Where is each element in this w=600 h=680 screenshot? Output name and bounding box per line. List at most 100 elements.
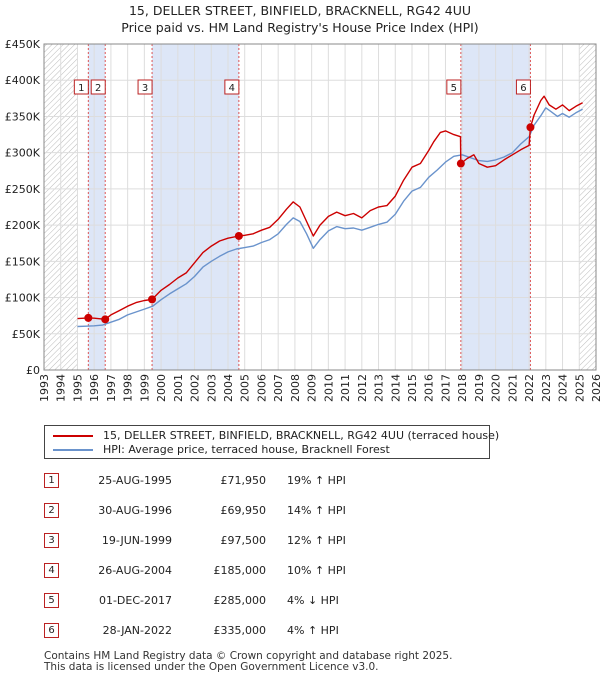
row-price: £97,500	[220, 534, 267, 547]
y-tick-label: £200K	[5, 219, 41, 232]
footer-line1: Contains HM Land Registry data © Crown c…	[44, 650, 453, 662]
sale-number-label: 2	[95, 83, 101, 94]
x-tick-label: 2011	[339, 374, 352, 402]
shaded-period	[88, 44, 106, 370]
chart-title-line1: 15, DELLER STREET, BINFIELD, BRACKNELL, …	[128, 3, 472, 18]
legend-label-hpi: HPI: Average price, terraced house, Brac…	[103, 443, 390, 456]
sale-number-box	[515, 79, 531, 95]
y-tick-label: £150K	[5, 255, 41, 268]
sale-number-label: 4	[229, 83, 235, 94]
row-number-badge: 6	[44, 623, 59, 638]
table-row: 3 19-JUN-1999 £97,500 12% ↑ HPI	[44, 532, 444, 550]
row-date: 01-DEC-2017	[98, 594, 172, 607]
sale-number-box	[137, 79, 153, 95]
legend-label-price: 15, DELLER STREET, BINFIELD, BRACKNELL, …	[103, 429, 500, 442]
x-tick-label: 2007	[272, 374, 285, 402]
row-price: £69,950	[220, 504, 267, 517]
row-price: £285,000	[213, 594, 267, 607]
row-date: 30-AUG-1996	[98, 504, 172, 517]
x-tick-label: 1999	[138, 374, 151, 402]
sale-point	[148, 295, 157, 304]
row-hpi: 12% ↑ HPI	[287, 534, 346, 547]
x-tick-label: 2005	[239, 374, 252, 402]
row-price: £185,000	[213, 564, 267, 577]
legend-item-price: 15, DELLER STREET, BINFIELD, BRACKNELL, …	[53, 429, 499, 443]
sale-point	[101, 315, 110, 324]
legend: 15, DELLER STREET, BINFIELD, BRACKNELL, …	[44, 425, 499, 459]
row-number-badge: 2	[44, 503, 59, 518]
x-tick-label: 2026	[590, 374, 600, 402]
y-tick-label: £350K	[5, 110, 41, 123]
x-tick-label: 2024	[557, 374, 570, 402]
row-number-badge: 1	[44, 473, 59, 488]
sale-number-box	[73, 79, 89, 95]
x-tick-label: 2023	[540, 374, 553, 402]
footer-line2: This data is licensed under the Open Gov…	[44, 661, 379, 673]
sale-number-label: 6	[520, 83, 526, 94]
hpi-line	[77, 107, 583, 328]
x-tick-label: 2012	[356, 374, 369, 402]
x-tick-label: 2010	[322, 374, 335, 402]
sale-point	[84, 313, 93, 322]
plot-frame	[43, 43, 597, 371]
row-hpi: 10% ↑ HPI	[287, 564, 346, 577]
table-row: 5 01-DEC-2017 £285,000 4% ↓ HPI	[44, 592, 444, 610]
row-price: £71,950	[220, 474, 267, 487]
table-row: 4 26-AUG-2004 £185,000 10% ↑ HPI	[44, 562, 444, 580]
x-tick-label: 2002	[189, 374, 202, 402]
x-tick-label: 2014	[389, 374, 402, 402]
footer: Contains HM Land Registry data © Crown c…	[44, 651, 452, 673]
x-tick-label: 1995	[71, 374, 84, 402]
sale-number-box	[90, 79, 106, 95]
hatched-period	[579, 44, 596, 370]
x-tick-label: 2016	[423, 374, 436, 402]
x-tick-label: 2020	[490, 374, 503, 402]
axes	[43, 43, 597, 371]
y-tick-label: £400K	[5, 74, 41, 87]
y-tick-label: £100K	[5, 292, 41, 305]
x-tick-label: 2003	[205, 374, 218, 402]
x-tick-label: 2001	[172, 374, 185, 402]
x-tick-label: 1996	[88, 374, 101, 402]
row-hpi: 4% ↓ HPI	[287, 594, 339, 607]
x-tick-label: 1998	[122, 374, 135, 402]
x-tick-label: 2017	[439, 374, 452, 402]
row-number-badge: 5	[44, 593, 59, 608]
x-tick-label: 2000	[155, 374, 168, 402]
x-tick-label: 1993	[38, 374, 51, 402]
sale-point	[526, 123, 535, 132]
row-hpi: 14% ↑ HPI	[287, 504, 346, 517]
x-tick-label: 2022	[523, 374, 536, 402]
x-tick-label: 2021	[506, 374, 519, 402]
x-tick-label: 2018	[456, 374, 469, 402]
x-tick-label: 1994	[55, 374, 68, 402]
y-tick-label: £50K	[12, 328, 41, 341]
chart-title: 15, DELLER STREET, BINFIELD, BRACKNELL, …	[0, 2, 600, 36]
sale-number-label: 1	[78, 83, 84, 94]
sale-number-label: 3	[142, 83, 148, 94]
chart-title-line2: Price paid vs. HM Land Registry's House …	[121, 20, 479, 35]
shaded-period	[152, 44, 239, 370]
row-number-badge: 4	[44, 563, 59, 578]
table-row: 2 30-AUG-1996 £69,950 14% ↑ HPI	[44, 502, 444, 520]
row-date: 26-AUG-2004	[98, 564, 172, 577]
x-tick-label: 2013	[373, 374, 386, 402]
y-tick-label: £450K	[5, 38, 41, 51]
legend-item-hpi: HPI: Average price, terraced house, Brac…	[53, 443, 390, 457]
x-tick-label: 2025	[573, 374, 586, 402]
row-number-badge: 3	[44, 533, 59, 548]
sale-number-box	[224, 79, 240, 95]
sale-number-label: 5	[451, 83, 457, 94]
chart-background	[44, 44, 596, 370]
legend-swatch-hpi	[53, 449, 93, 451]
x-tick-label: 2004	[222, 374, 235, 402]
row-date: 19-JUN-1999	[101, 534, 172, 547]
row-date: 28-JAN-2022	[102, 624, 172, 637]
row-hpi: 19% ↑ HPI	[287, 474, 346, 487]
y-tick-label: £300K	[5, 147, 41, 160]
row-date: 25-AUG-1995	[98, 474, 172, 487]
row-price: £335,000	[213, 624, 267, 637]
row-hpi: 4% ↑ HPI	[287, 624, 339, 637]
